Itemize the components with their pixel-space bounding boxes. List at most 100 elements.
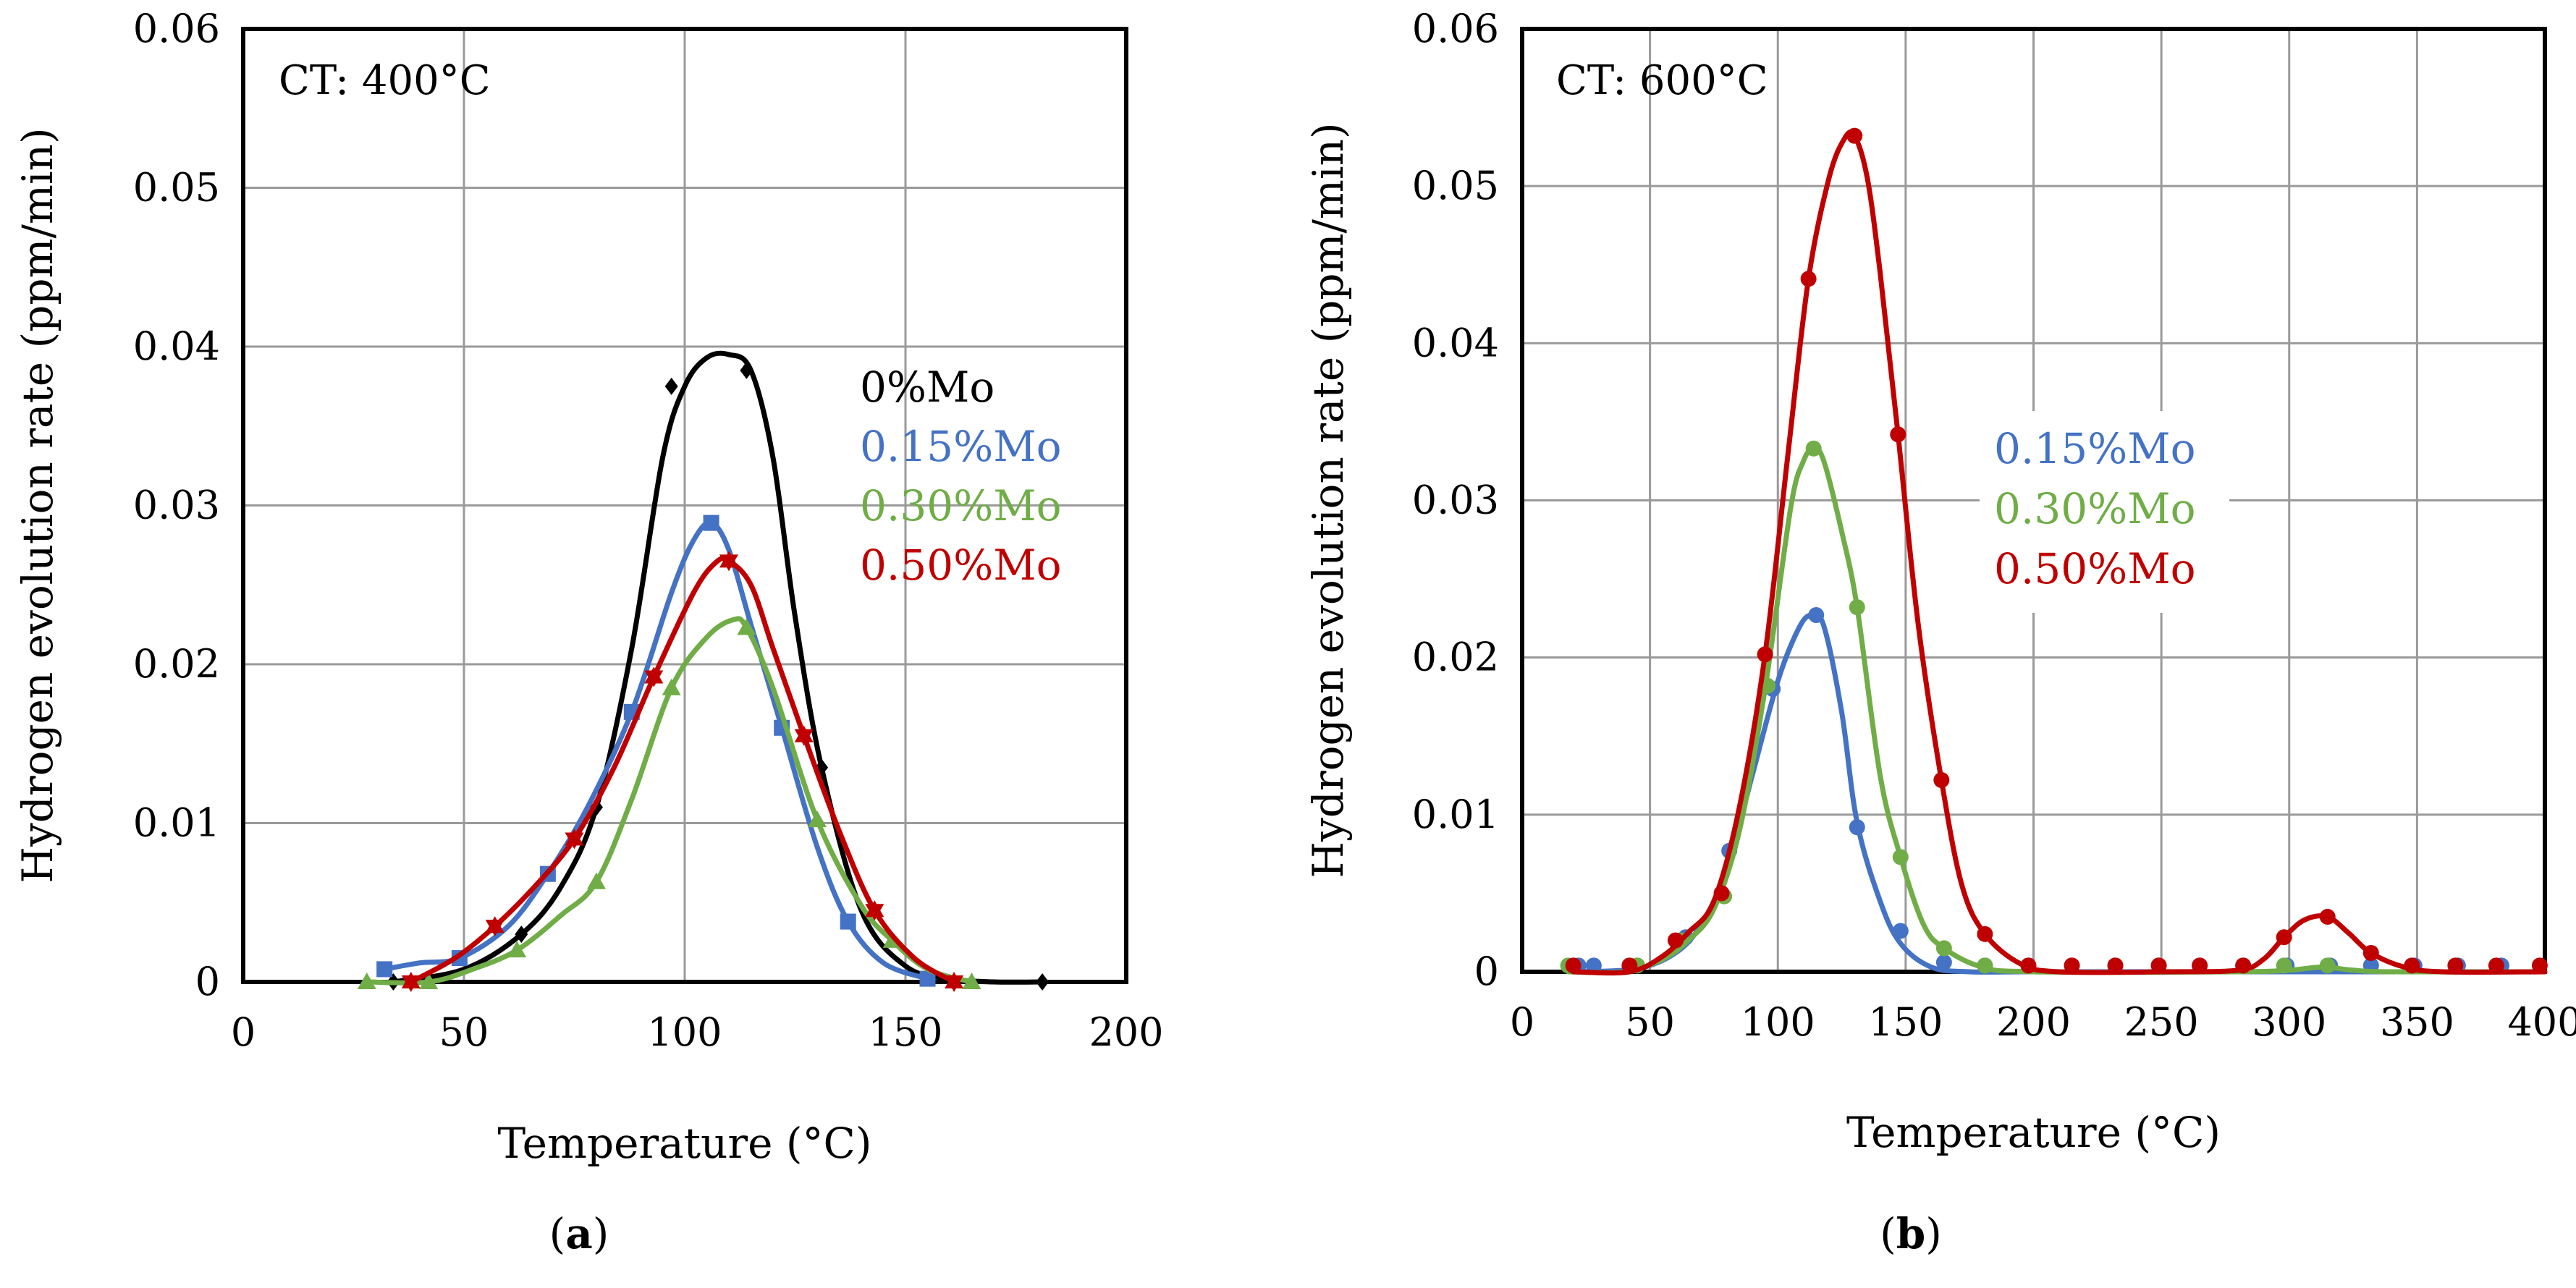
data-point: [587, 872, 606, 889]
legend-entry: 0%Mo: [860, 363, 994, 412]
ct-annotation: CT: 400°C: [279, 57, 491, 104]
legend-entry: 0.30%Mo: [860, 481, 1062, 530]
data-point-b: [865, 904, 884, 921]
y-tick-label: 0.05: [133, 165, 220, 211]
y-tick-label: 0.06: [133, 6, 220, 51]
series-curve: [408, 556, 957, 985]
series-0-mo: [387, 350, 1050, 991]
y-tick-label: 0.01: [133, 800, 220, 846]
series-curve: [381, 520, 930, 982]
x-axis-title: Temperature (°C): [497, 1119, 871, 1168]
data-point: [2150, 957, 2167, 974]
x-tick-label: 200: [1996, 999, 2071, 1045]
legend-entry: 0.30%Mo: [1994, 484, 2196, 533]
legend-entry: 0.15%Mo: [860, 422, 1062, 471]
data-point: [1935, 940, 1952, 957]
data-point-b: [945, 975, 964, 992]
data-point: [737, 618, 756, 635]
data-point: [1977, 925, 1993, 942]
data-point: [2488, 957, 2504, 974]
data-point: [1585, 957, 1602, 974]
data-point: [2404, 957, 2420, 974]
y-tick-label: 0.03: [133, 483, 220, 528]
data-point-b: [485, 920, 504, 937]
y-tick-label: 0.04: [133, 323, 220, 369]
legend-entry: 0.15%Mo: [1994, 424, 2196, 473]
x-tick-label: 150: [1868, 999, 1943, 1045]
series-0-15-mo: [1570, 607, 2548, 975]
data-point: [1757, 646, 1773, 663]
legend: 0.15%Mo 0.30%Mo 0.50%Mo: [1980, 411, 2229, 613]
data-point: [1621, 957, 1638, 974]
data-point: [703, 514, 719, 531]
panel-label-close: ): [1925, 1209, 1942, 1258]
legend-entry: 0.50%Mo: [1994, 544, 2196, 593]
data-point: [1890, 426, 1906, 443]
y-tick-label: 0.05: [1412, 163, 1499, 208]
data-point: [2064, 957, 2080, 974]
x-tick-label: 50: [1625, 999, 1675, 1045]
y-tick-label: 0.02: [133, 641, 220, 687]
data-point: [2531, 957, 2548, 974]
data-point: [1846, 127, 1863, 144]
y-tick-label: 0: [1474, 949, 1499, 994]
legend-background: [1980, 411, 2229, 613]
data-point: [376, 961, 393, 978]
data-point: [1808, 607, 1825, 624]
series-0-15-mo: [376, 514, 936, 987]
x-tick-label: 200: [1089, 1009, 1163, 1055]
y-tick-label: 0.03: [1412, 478, 1499, 523]
panel-label-open: (: [1880, 1209, 1896, 1258]
data-point: [2319, 908, 2336, 925]
ct-annotation: CT: 600°C: [1556, 57, 1768, 104]
data-point-b: [401, 975, 421, 992]
panel-label: (b): [1880, 1209, 1942, 1258]
y-tick-label: 0.04: [1412, 320, 1499, 365]
y-tick-label: 0.02: [1412, 635, 1499, 680]
data-point: [1565, 957, 1582, 974]
data-point: [1935, 954, 1952, 970]
y-tick-label: 0.06: [1412, 6, 1499, 51]
data-point-b: [794, 729, 814, 746]
y-tick-label: 0.01: [1412, 792, 1499, 837]
panel-label-letter: b: [1896, 1209, 1926, 1258]
series-0-50-mo: [1565, 127, 2548, 976]
legend: 0%Mo 0.15%Mo 0.30%Mo 0.50%Mo: [860, 363, 1062, 590]
y-axis-title: Hydrogen evolution rate (ppm/min): [1304, 122, 1353, 878]
x-tick-label: 0: [231, 1009, 256, 1055]
x-tick-label: 100: [647, 1009, 722, 1055]
series-curve: [390, 350, 1045, 985]
panel-label-letter: a: [565, 1209, 593, 1258]
data-point: [1892, 923, 1909, 939]
data-point: [1713, 885, 1730, 902]
plot-frame: [241, 27, 1128, 984]
x-tick-label: 150: [868, 1009, 942, 1055]
data-point: [2362, 944, 2379, 961]
data-point: [740, 361, 753, 379]
x-axis-title: Temperature (°C): [1846, 1108, 2221, 1157]
data-point: [1805, 440, 1822, 457]
x-tick-label: 50: [439, 1009, 489, 1055]
data-point: [507, 941, 527, 958]
data-point: [2276, 929, 2292, 946]
y-tick-label: 0: [195, 959, 220, 1004]
data-point: [2107, 957, 2124, 974]
data-point: [962, 973, 981, 989]
data-point: [2020, 957, 2037, 974]
data-point: [357, 973, 376, 989]
data-point-b: [719, 554, 738, 572]
data-point: [2276, 957, 2292, 974]
data-point-b: [565, 832, 584, 850]
legend-entry: 0.50%Mo: [860, 541, 1062, 590]
data-point: [1667, 932, 1684, 949]
series-0-50-mo: [401, 551, 964, 992]
panel-label: (a): [549, 1209, 609, 1258]
data-point: [840, 913, 856, 930]
x-tick-label: 350: [2380, 999, 2454, 1045]
data-point: [1849, 819, 1865, 836]
series-curve: [1576, 611, 2548, 975]
data-point: [808, 810, 827, 828]
data-point: [2192, 957, 2208, 974]
x-tick-label: 400: [2507, 999, 2576, 1045]
